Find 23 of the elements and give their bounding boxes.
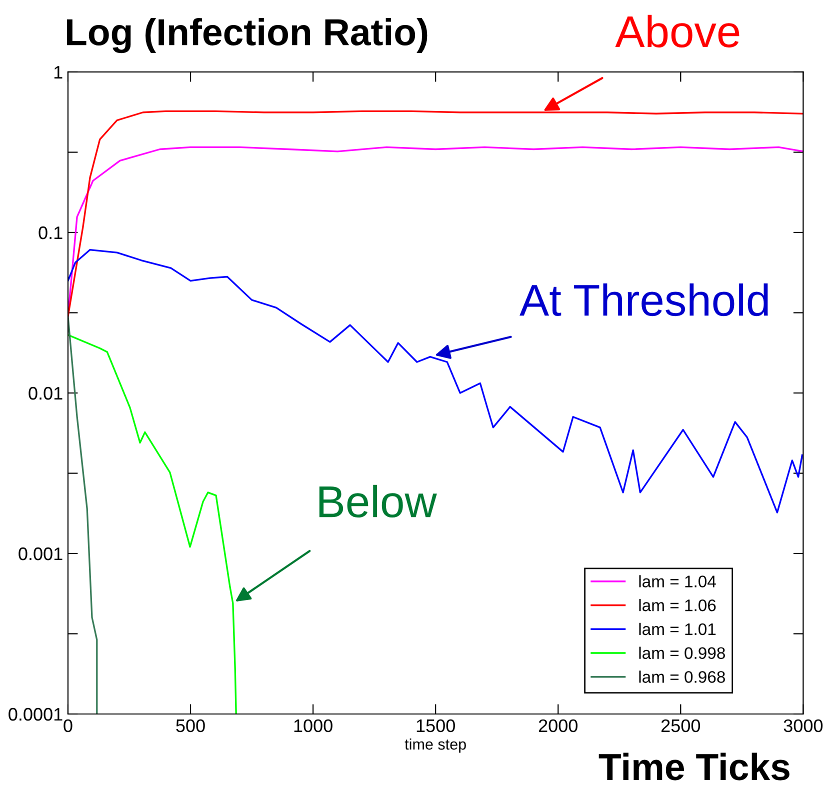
legend-label: lam = 1.06 bbox=[639, 599, 716, 612]
annotation: Above bbox=[615, 14, 740, 48]
text: Time Ticks bbox=[598, 752, 790, 780]
x-tick-label: 2500 bbox=[661, 719, 700, 732]
y-tick-label: 0.001 bbox=[18, 547, 62, 560]
x-tick-label: 2000 bbox=[538, 719, 578, 732]
legend-label: lam = 0.998 bbox=[639, 646, 725, 659]
legend-label: lam = 1.04 bbox=[639, 575, 716, 588]
x-tick-label: 3000 bbox=[784, 719, 823, 732]
y-tick-label: 0.0001 bbox=[8, 708, 62, 721]
y-tick-label: 1 bbox=[54, 66, 62, 79]
y-tick-label: 0.1 bbox=[38, 226, 62, 240]
legend-label: lam = 1.01 bbox=[639, 622, 716, 636]
annotation: Below bbox=[319, 484, 437, 518]
x-tick-label: 1000 bbox=[294, 719, 332, 732]
annotation: At Threshold bbox=[520, 283, 768, 316]
x-tick-label: 1500 bbox=[416, 719, 455, 732]
chart-title: Log (Infection Ratio) bbox=[67, 18, 428, 54]
x-tick-label: 0 bbox=[64, 719, 72, 732]
x-tick-label: 500 bbox=[176, 719, 205, 732]
legend-label: lam = 0.968 bbox=[639, 670, 725, 683]
y-tick-label: 0.01 bbox=[28, 386, 62, 400]
x-axis-title: time step bbox=[404, 738, 466, 753]
